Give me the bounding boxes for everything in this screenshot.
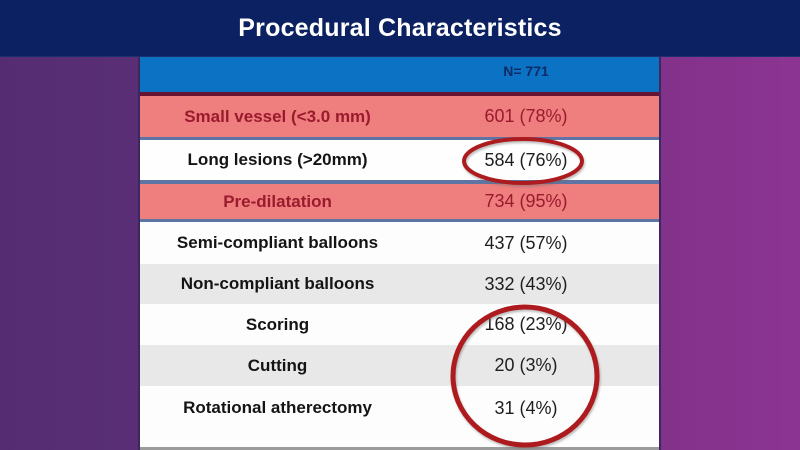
row-value: 734 (95%) xyxy=(484,191,568,211)
bottom-divider xyxy=(140,447,659,450)
table-row: Scoring 168 (23%) xyxy=(140,304,659,345)
table-row: Cutting 20 (3%) xyxy=(140,345,659,386)
data-table: N= 771 Small vessel (<3.0 mm) 601 (78%) … xyxy=(138,57,661,450)
row-label: Small vessel (<3.0 mm) xyxy=(184,106,371,126)
row-label: Pre-dilatation xyxy=(223,191,332,211)
row-value: 601 (78%) xyxy=(484,106,568,126)
row-label: Scoring xyxy=(245,314,310,334)
row-value: 168 (23%) xyxy=(484,314,568,334)
column-header-n: N= 771 xyxy=(503,63,549,79)
table-row: Pre-dilatation 734 (95%) xyxy=(140,184,659,222)
table-row: Long lesions (>20mm) 584 (76%) xyxy=(140,140,659,184)
title-band: Procedural Characteristics xyxy=(0,0,800,57)
row-label: Long lesions (>20mm) xyxy=(187,150,368,170)
table-row: Small vessel (<3.0 mm) 601 (78%) xyxy=(140,96,659,140)
table-row: Rotational atherectomy 31 (4%) xyxy=(140,386,659,430)
table-row: Non-compliant balloons 332 (43%) xyxy=(140,264,659,304)
row-value: 20 (3%) xyxy=(494,355,558,375)
page-title: Procedural Characteristics xyxy=(238,13,562,42)
row-value: 332 (43%) xyxy=(484,273,568,294)
table-header-row: N= 771 xyxy=(140,57,659,96)
row-value: 437 (57%) xyxy=(484,232,568,253)
row-label: Cutting xyxy=(247,355,308,375)
table-row: Semi-compliant balloons 437 (57%) xyxy=(140,222,659,264)
row-label: Semi-compliant balloons xyxy=(176,233,379,253)
row-label: Rotational atherectomy xyxy=(183,398,372,418)
row-value: 31 (4%) xyxy=(494,397,558,418)
row-value: 584 (76%) xyxy=(484,149,568,170)
row-label: Non-compliant balloons xyxy=(180,274,375,294)
